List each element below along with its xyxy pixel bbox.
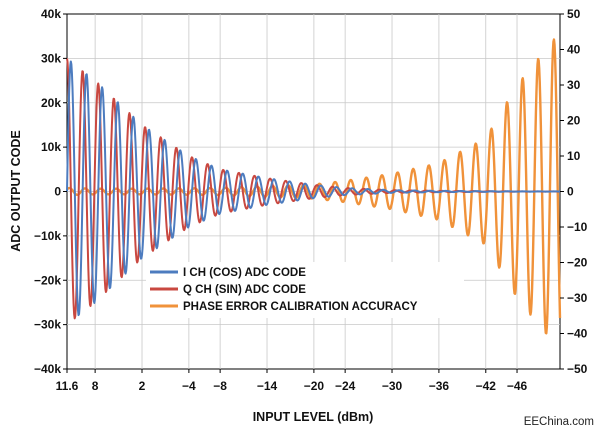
y2-tick-label: −10: [567, 220, 588, 234]
y2-tick-label: 20: [567, 114, 581, 128]
y-tick-label: 20k: [41, 96, 61, 110]
x-tick-label: −36: [429, 379, 450, 393]
y-tick-label: −20k: [34, 273, 61, 287]
x-tick-label: −14: [257, 379, 278, 393]
legend: I CH (COS) ADC CODE Q CH (SIN) ADC CODE PH…: [146, 262, 464, 318]
y-tick-label: −40k: [34, 362, 61, 376]
y2-tick-label: 40: [567, 43, 581, 57]
legend-box: [146, 262, 464, 318]
x-axis-title: INPUT LEVEL (dBm): [253, 410, 374, 424]
y-tick-label: 40k: [41, 7, 61, 21]
x-tick-label: 2: [139, 379, 146, 393]
x-tick-label: −46: [507, 379, 528, 393]
x-tick-label: −20: [304, 379, 325, 393]
y-tick-label: −30k: [34, 318, 61, 332]
x-tick-label: −24: [335, 379, 356, 393]
legend-label-2: Q CH (SIN) ADC CODE: [183, 284, 306, 296]
y2-tick-label: −20: [567, 256, 588, 270]
y-tick-label: 0: [54, 185, 61, 199]
y-axis-title: ADC OUTPUT CODE: [9, 130, 23, 252]
legend-label-3: PHASE ERROR CALIBRATION ACCURACY: [183, 301, 418, 313]
x-tick-label: 8: [92, 379, 99, 393]
right-axis: 50 40 30 20 10 0 −10 −20 −30 −40 −50: [560, 7, 588, 376]
y2-tick-label: −50: [567, 362, 588, 376]
x-tick-label: −4: [182, 379, 196, 393]
y2-tick-label: 50: [567, 7, 581, 21]
y-tick-label: 10k: [41, 140, 61, 154]
series-layer: [66, 38, 562, 335]
y2-tick-label: 30: [567, 78, 581, 92]
x-tick-label: −30: [382, 379, 403, 393]
y-tick-label: 30k: [41, 51, 61, 65]
left-axis: 40k 30k 20k 10k 0 −10k −20k −30k −40k: [34, 7, 67, 376]
legend-label-1: I CH (COS) ADC CODE: [183, 267, 306, 279]
y-tick-label: −10k: [34, 229, 61, 243]
y2-tick-label: 10: [567, 149, 581, 163]
x-axis: 11.6 8 2 −4 −8 −14 −20 −24 −30 −36 −42 −46: [56, 369, 528, 393]
x-tick-label: 11.6: [56, 379, 79, 393]
series-line-1: [66, 60, 561, 317]
x-tick-label: −8: [213, 379, 227, 393]
x-tick-label: −42: [476, 379, 497, 393]
watermark: EEChina.com: [524, 416, 594, 428]
y2-tick-label: −40: [567, 327, 588, 341]
y2-tick-label: 0: [567, 185, 574, 199]
y2-tick-label: −30: [567, 291, 588, 305]
